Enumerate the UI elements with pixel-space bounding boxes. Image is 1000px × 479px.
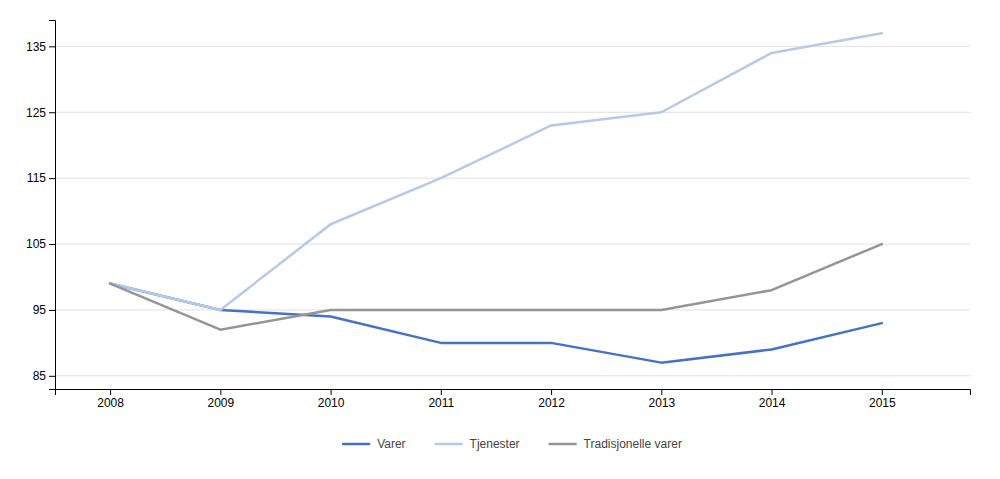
x-axis-tick-mark — [220, 389, 221, 395]
x-axis-tick: 2011 — [428, 389, 454, 410]
x-axis-tick-label: 2012 — [538, 396, 565, 410]
y-axis-line — [49, 21, 56, 390]
x-axis-tick-mark — [772, 389, 773, 395]
x-axis-tick: 2008 — [97, 389, 124, 410]
legend-swatch — [436, 443, 462, 446]
legend-label: Tradisjonelle varer — [584, 437, 682, 451]
grid-line — [55, 112, 970, 113]
x-axis-tick-label: 2011 — [428, 396, 454, 410]
lines — [110, 33, 882, 362]
legend-label: Tjenester — [470, 437, 520, 451]
x-axis-tick: 2014 — [759, 389, 786, 410]
grid-line — [55, 178, 970, 179]
grid-line — [55, 375, 970, 376]
y-axis-tick: 95 — [33, 303, 55, 317]
x-axis-tick-mark — [882, 389, 883, 395]
y-axis-tick-label: 105 — [26, 237, 46, 251]
y-axis-tick-mark — [49, 46, 55, 47]
line — [110, 244, 882, 330]
legend-swatch — [550, 443, 576, 446]
legend-label: Varer — [377, 437, 405, 451]
x-axis-tick-mark — [441, 389, 442, 395]
y-axis-tick: 115 — [27, 171, 55, 185]
legend-item: Varer — [343, 437, 405, 451]
x-axis-tick-mark — [661, 389, 662, 395]
x-axis-tick-mark — [331, 389, 332, 395]
x-axis-tick: 2009 — [208, 389, 235, 410]
x-axis-tick: 2015 — [869, 389, 896, 410]
y-axis-tick-mark — [49, 178, 55, 179]
x-axis-line — [56, 390, 971, 396]
legend-swatch — [343, 443, 369, 446]
legend: Varer Tjenester Tradisjonelle varer — [343, 437, 682, 451]
y-axis-tick: 85 — [33, 369, 55, 383]
y-axis-tick: 105 — [26, 237, 55, 251]
grid-line — [55, 46, 970, 47]
grid — [55, 46, 970, 375]
y-axis-tick-mark — [49, 376, 55, 377]
grid-line — [55, 244, 970, 245]
legend-item: Tjenester — [436, 437, 520, 451]
y-axis-tick-label: 95 — [33, 303, 47, 317]
line — [110, 33, 882, 310]
y-axis-tick-label: 125 — [26, 106, 46, 120]
y-axis-tick-label: 135 — [26, 40, 46, 54]
x-axis-tick-label: 2014 — [759, 396, 786, 410]
x-axis-tick-mark — [551, 389, 552, 395]
x-axis-tick-label: 2009 — [208, 396, 235, 410]
legend-item: Tradisjonelle varer — [550, 437, 682, 451]
x-axis-tick-label: 2015 — [869, 396, 896, 410]
x-axis-tick: 2010 — [318, 389, 345, 410]
y-axis-tick-mark — [49, 112, 55, 113]
y-axis-tick-mark — [49, 310, 55, 311]
line — [110, 284, 882, 363]
x-axis-tick-mark — [110, 389, 111, 395]
x-axis-tick: 2013 — [648, 389, 675, 410]
chart-svg: 2008 2009 2010 2011 2012 2013 2014 2015 85 95 105 1… — [0, 0, 1000, 479]
y-axis-tick: 125 — [26, 106, 55, 120]
chart-container: 2008 2009 2010 2011 2012 2013 2014 2015 85 95 105 1… — [0, 0, 1000, 479]
y-axis-tick: 135 — [26, 40, 55, 54]
y-axis-tick-label: 85 — [33, 369, 47, 383]
plot: 2008 2009 2010 2011 2012 2013 2014 2015 85 95 105 1… — [26, 21, 971, 410]
x-axis: 2008 2009 2010 2011 2012 2013 2014 2015 — [56, 389, 971, 410]
x-axis-tick-label: 2008 — [97, 396, 124, 410]
y-axis-tick-label: 115 — [27, 171, 46, 185]
y-axis: 85 95 105 115 125 135 — [26, 21, 56, 390]
x-axis-tick-label: 2010 — [318, 396, 345, 410]
x-axis-tick-label: 2013 — [648, 396, 675, 410]
x-axis-tick: 2012 — [538, 389, 565, 410]
y-axis-tick-mark — [49, 244, 55, 245]
